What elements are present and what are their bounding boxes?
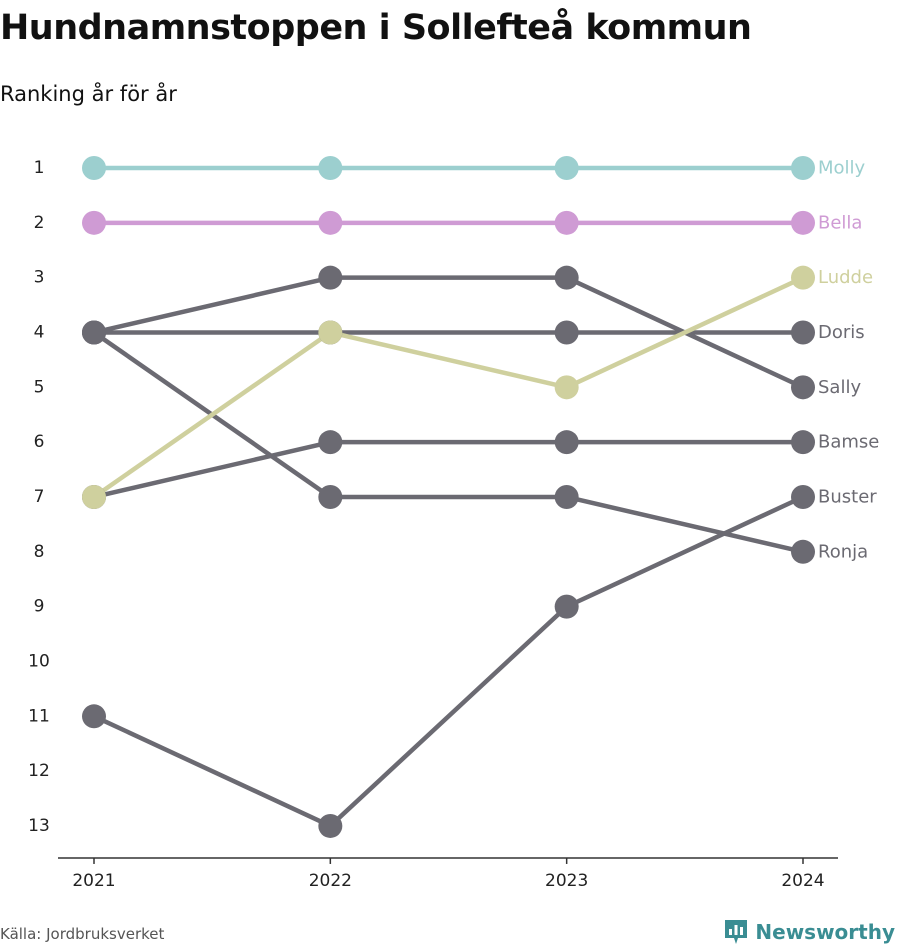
data-point-ludde <box>82 484 106 509</box>
y-tick-label: 1 <box>34 158 45 178</box>
data-point-sally <box>318 265 343 290</box>
data-point-ludde <box>318 320 343 345</box>
data-point-ronja <box>318 484 343 509</box>
y-tick-label: 10 <box>28 651 50 671</box>
data-point-molly <box>554 156 579 180</box>
y-tick-label: 4 <box>34 322 45 342</box>
data-point-doris <box>791 320 815 345</box>
series-label-bamse: Bamse <box>818 432 879 453</box>
chart-title: Hundnamnstoppen i Sollefteå kommun <box>0 8 752 48</box>
y-tick-label: 8 <box>34 542 45 562</box>
data-point-bamse <box>318 430 343 455</box>
x-tick-label: 2021 <box>72 871 115 891</box>
data-point-bella <box>791 210 815 235</box>
data-point-bella <box>82 210 106 235</box>
data-point-bella <box>554 210 579 235</box>
data-point-buster <box>554 594 579 619</box>
data-point-bamse <box>791 430 815 455</box>
series-label-molly: Molly <box>818 158 866 179</box>
series-label-ronja: Ronja <box>818 541 868 562</box>
source-note: Källa: Jordbruksverket <box>0 925 165 943</box>
data-point-bamse <box>554 430 579 455</box>
chart-subtitle: Ranking år för år <box>0 82 177 106</box>
series-label-buster: Buster <box>818 486 877 507</box>
x-tick-label: 2022 <box>309 871 352 891</box>
series-label-ludde: Ludde <box>818 267 873 288</box>
brand-logo: Newsworthy <box>723 918 895 946</box>
y-tick-label: 12 <box>28 761 50 781</box>
data-point-molly <box>791 156 815 180</box>
data-point-buster <box>791 484 815 509</box>
data-point-ludde <box>791 265 815 290</box>
series-points <box>82 156 815 838</box>
y-tick-label: 6 <box>34 432 45 452</box>
x-axis: 2021 2022 2023 2024 <box>58 857 838 891</box>
data-point-buster <box>82 704 106 729</box>
y-tick-label: 9 <box>34 597 45 617</box>
series-line-ludde <box>91 275 806 500</box>
series-line-buster <box>91 494 806 829</box>
y-tick-label: 5 <box>34 377 45 397</box>
y-tick-label: 3 <box>34 268 45 288</box>
data-point-doris <box>554 320 579 345</box>
data-point-bella <box>318 210 343 235</box>
data-point-molly <box>318 156 343 180</box>
y-tick-label: 11 <box>28 706 50 726</box>
data-point-buster <box>318 813 343 838</box>
y-tick-label: 2 <box>34 213 45 233</box>
data-point-molly <box>82 156 106 180</box>
data-point-ronja <box>554 484 579 509</box>
data-point-sally <box>554 265 579 290</box>
series-labels: Doris Sally Bamse Buster Ronja Molly Bella Ludd… <box>818 158 879 563</box>
data-point-ronja <box>791 539 815 564</box>
series-label-bella: Bella <box>818 212 862 233</box>
bar-chart-logo-icon <box>725 920 748 944</box>
data-point-ronja <box>82 320 106 345</box>
series-lines <box>91 165 806 829</box>
x-tick-label: 2023 <box>545 871 588 891</box>
x-tick-label: 2024 <box>781 871 824 891</box>
series-label-sally: Sally <box>818 377 861 398</box>
y-tick-label: 7 <box>34 487 45 507</box>
series-line-bamse <box>91 439 806 500</box>
series-label-doris: Doris <box>818 322 865 343</box>
data-point-sally <box>791 375 815 400</box>
data-point-ludde <box>554 375 579 400</box>
y-tick-label: 13 <box>28 816 50 836</box>
brand-name: Newsworthy <box>755 920 895 944</box>
